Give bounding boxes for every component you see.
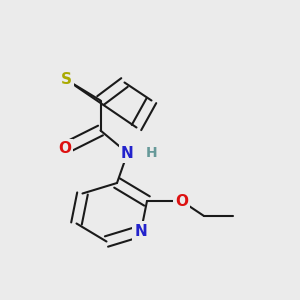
Text: O: O (175, 194, 188, 208)
Text: H: H (146, 146, 157, 160)
Text: O: O (58, 141, 71, 156)
Text: N: N (121, 146, 134, 160)
Text: S: S (61, 72, 71, 87)
Text: N: N (135, 224, 147, 238)
